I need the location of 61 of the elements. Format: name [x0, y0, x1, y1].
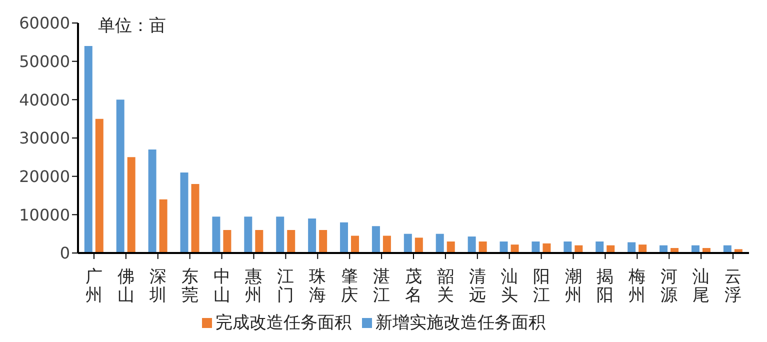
x-tick-label: 深圳 — [148, 267, 166, 306]
x-tick-label: 梅州 — [628, 267, 646, 306]
x-tick-label: 汕尾 — [692, 267, 710, 306]
x-tick-label: 云浮 — [724, 267, 742, 306]
y-tick-label: 0 — [60, 244, 70, 263]
x-tick-label: 茂名 — [405, 267, 422, 306]
bar — [159, 199, 168, 253]
bar — [372, 226, 380, 253]
y-tick-label: 60000 — [19, 14, 70, 33]
bar — [127, 157, 136, 253]
bar — [244, 216, 252, 253]
annotation: 单位：亩 — [98, 15, 166, 37]
x-tick-label: 惠州 — [244, 267, 262, 306]
bar — [340, 222, 348, 253]
bar — [500, 242, 508, 253]
x-tick-label: 汕头 — [500, 267, 518, 306]
x-tick-label: 韶关 — [436, 267, 454, 306]
bar — [382, 236, 391, 253]
x-tick-label: 广州 — [85, 267, 102, 306]
bar — [276, 216, 284, 253]
x-tick-label: 阳江 — [532, 267, 550, 306]
x-tick-label: 湛江 — [373, 267, 390, 306]
bar — [319, 230, 328, 253]
x-tick-label: 肇庆 — [341, 267, 358, 306]
x-tick-label: 中山 — [213, 267, 230, 306]
bar — [478, 242, 487, 253]
bar — [596, 242, 604, 253]
bar — [436, 234, 444, 253]
bar — [446, 242, 455, 253]
bar — [414, 238, 423, 253]
bar — [404, 234, 412, 253]
bar — [191, 184, 200, 253]
bar — [351, 236, 360, 253]
y-tick-label: 50000 — [19, 52, 70, 72]
x-tick-label: 江门 — [277, 267, 294, 306]
bar — [180, 172, 188, 253]
legend-label: 完成改造任务面积 — [216, 313, 352, 333]
y-tick-label: 40000 — [19, 90, 70, 110]
x-tick-label: 东莞 — [181, 267, 198, 306]
x-tick-label: 河源 — [660, 267, 678, 306]
bar — [308, 218, 316, 253]
bar — [84, 46, 92, 253]
y-tick-label: 20000 — [19, 167, 70, 186]
x-tick-label: 潮州 — [564, 267, 582, 306]
x-tick-label: 佛山 — [117, 267, 134, 306]
bar — [116, 100, 124, 253]
y-tick-label: 10000 — [19, 205, 70, 224]
x-tick-label: 清远 — [468, 267, 486, 306]
y-tick-label: 30000 — [19, 128, 70, 148]
bar — [148, 150, 156, 253]
bar — [95, 118, 104, 253]
x-tick-label: 揭阳 — [596, 267, 614, 306]
bar — [255, 230, 264, 253]
bar — [564, 242, 572, 253]
bar — [212, 216, 220, 253]
x-tick-label: 珠海 — [309, 267, 326, 306]
bar — [223, 230, 232, 253]
bar — [287, 230, 296, 253]
legend-label: 新增实施改造任务面积 — [376, 313, 546, 333]
bar — [532, 242, 540, 253]
bar — [468, 236, 476, 253]
